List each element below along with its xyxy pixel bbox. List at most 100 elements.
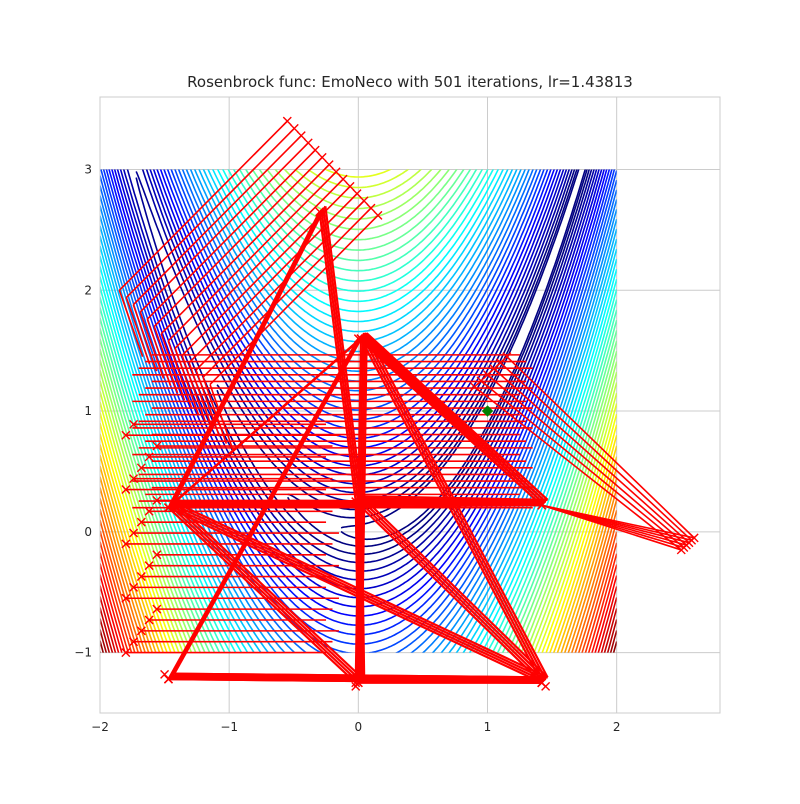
path-segment	[168, 504, 542, 509]
path-marker	[676, 545, 686, 555]
path-marker	[338, 174, 348, 184]
path-marker	[289, 123, 299, 133]
path-segment	[173, 501, 549, 679]
y-tick-label: −1	[74, 646, 92, 660]
path-marker	[152, 604, 162, 614]
contour-line	[100, 276, 617, 653]
path-segment	[132, 304, 158, 372]
path-segment	[209, 384, 235, 452]
path-segment	[363, 334, 547, 680]
path-marker	[121, 430, 131, 440]
contour-line	[100, 422, 617, 653]
contour-line	[100, 465, 617, 653]
path-marker	[136, 463, 146, 473]
path-segment	[195, 200, 365, 371]
path-segment	[160, 333, 186, 401]
path-marker	[163, 503, 173, 513]
path-marker	[310, 145, 320, 155]
path-segment	[118, 289, 144, 357]
contour-line	[100, 348, 617, 653]
path-segment	[499, 362, 693, 541]
y-tick-label: 0	[84, 525, 92, 539]
path-marker	[144, 615, 154, 625]
contour-line	[100, 530, 617, 653]
x-axis-ticks: −2 −1 0 1 2	[91, 720, 620, 734]
path-marker	[352, 189, 362, 199]
path-segment	[356, 499, 545, 682]
contour-line	[100, 552, 617, 653]
contour-line	[174, 169, 542, 411]
path-marker	[541, 681, 551, 691]
path-marker	[331, 167, 341, 177]
path-segment	[167, 506, 357, 684]
contour-line	[100, 618, 617, 653]
path-marker	[121, 485, 131, 495]
contour-line	[100, 487, 617, 653]
path-segment	[506, 356, 695, 539]
contour-line	[100, 444, 617, 653]
optimizer-path	[118, 116, 699, 691]
path-marker	[136, 572, 146, 582]
path-marker	[136, 626, 146, 636]
path-segment	[173, 332, 368, 504]
path-segment	[188, 193, 358, 364]
path-segment	[174, 178, 344, 349]
contour-line	[100, 185, 617, 653]
path-segment	[365, 332, 549, 678]
contour-line	[216, 169, 500, 313]
path-segment	[170, 502, 544, 507]
contour-line	[100, 297, 617, 653]
path-marker	[129, 528, 139, 538]
path-segment	[174, 498, 548, 504]
path-segment	[173, 205, 327, 503]
contour-line	[100, 338, 617, 653]
contour-line	[232, 169, 484, 282]
contour-line	[324, 169, 393, 178]
contour-line	[100, 607, 617, 653]
x-tick-label: 1	[484, 720, 492, 734]
path-marker	[152, 441, 162, 451]
path-marker	[129, 582, 139, 592]
contour-line	[100, 266, 617, 653]
contour-line	[244, 169, 472, 262]
contour-line	[100, 359, 617, 653]
y-tick-label: 3	[84, 162, 92, 176]
contour-line	[189, 169, 526, 372]
contour-line	[294, 169, 423, 199]
path-segment	[160, 164, 330, 335]
contour-line	[340, 169, 587, 541]
contour-line	[100, 563, 617, 653]
contour-line	[211, 169, 504, 323]
contour-line	[100, 225, 617, 653]
path-segment	[359, 338, 543, 684]
path-segment	[202, 207, 372, 378]
path-marker	[353, 334, 363, 344]
path-marker	[324, 160, 334, 170]
contour-line	[100, 519, 617, 653]
path-segment	[173, 332, 366, 675]
contour-line	[100, 307, 617, 653]
path-marker	[359, 196, 369, 206]
path-segment	[209, 214, 379, 386]
path-marker	[351, 681, 361, 691]
path-segment	[172, 500, 546, 506]
contour-line	[100, 286, 617, 653]
contour-line	[100, 412, 617, 653]
path-marker	[160, 669, 170, 679]
path-segment	[139, 142, 309, 313]
contour-line	[100, 255, 617, 653]
path-segment	[167, 506, 543, 684]
path-segment	[322, 207, 361, 499]
path-segment	[493, 368, 690, 544]
path-segment	[169, 504, 545, 682]
path-marker	[317, 152, 327, 162]
contour-line	[100, 629, 617, 653]
contour-line	[100, 508, 617, 653]
path-segment	[361, 336, 545, 682]
contour-line	[287, 169, 578, 519]
path-segment	[360, 495, 549, 679]
path-marker	[129, 419, 139, 429]
contour-line	[100, 169, 617, 653]
path-marker	[366, 203, 376, 213]
